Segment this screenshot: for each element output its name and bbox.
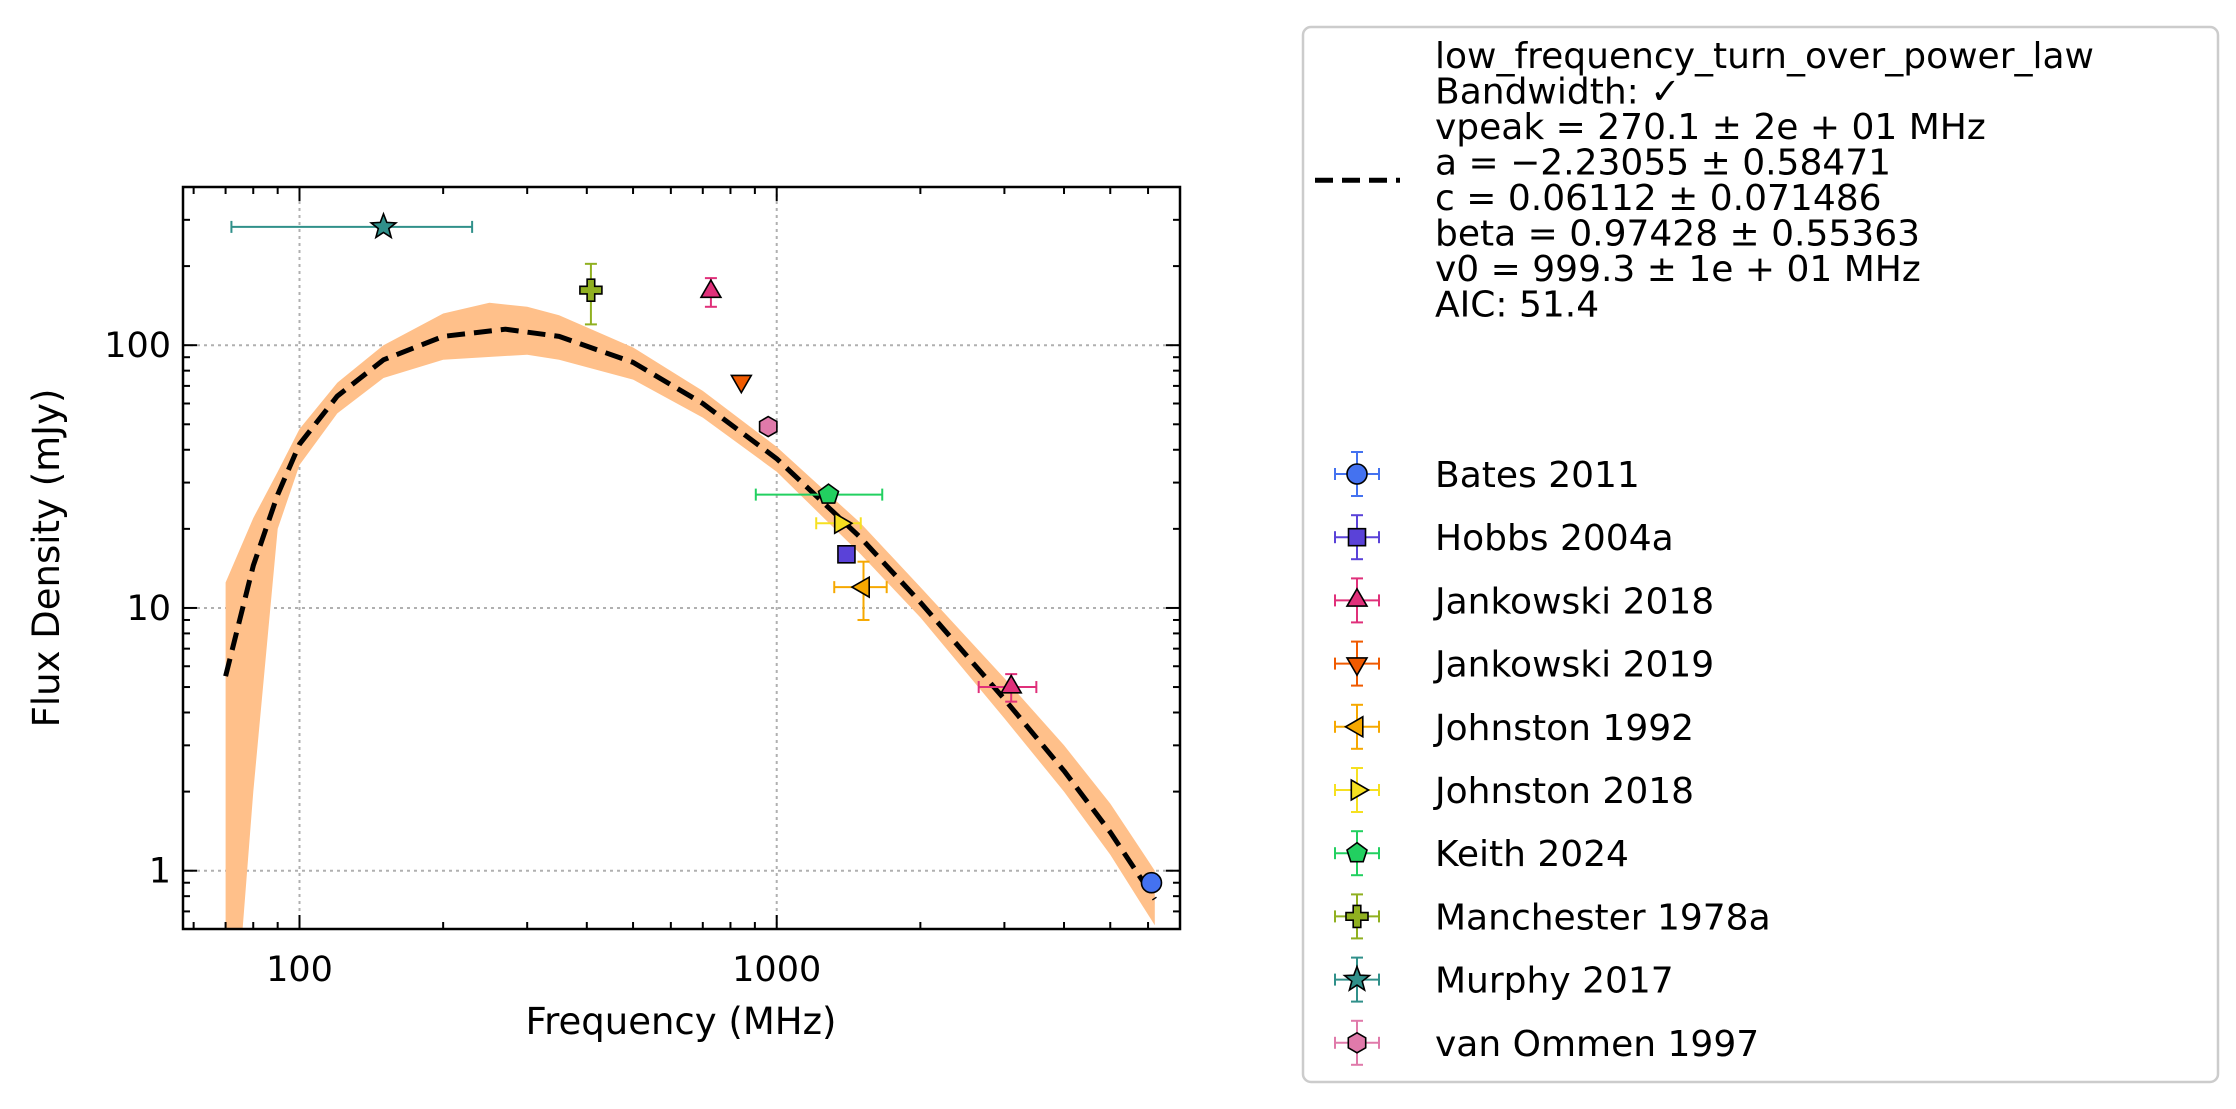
legend-label: van Ommen 1997 (1435, 1024, 1759, 1065)
series-2 (699, 277, 1038, 703)
legend-fit-label-line: low_frequency_turn_over_power_law (1435, 36, 2094, 77)
y-tick-label: 100 (104, 326, 171, 366)
data-point (1140, 871, 1163, 894)
series-3 (730, 374, 753, 395)
legend-entry: Hobbs 2004a (1334, 514, 1674, 561)
y-axis-title: Flux Density (mJy) (25, 389, 68, 728)
x-tick-label: 1000 (732, 950, 821, 990)
data-point (758, 415, 778, 438)
legend-fit-label-line: a = −2.23055 ± 0.58471 (1435, 143, 1891, 184)
data-points (230, 211, 1163, 894)
series-4 (833, 560, 888, 621)
plot-frame (181, 185, 1182, 931)
legend-entry: Jankowski 2019 (1334, 640, 1714, 687)
legend-marker (1345, 657, 1369, 677)
legend-marker (1343, 715, 1364, 739)
legend-entry: Keith 2024 (1334, 830, 1629, 877)
series-0 (1140, 871, 1163, 894)
legend-label: Bates 2011 (1435, 455, 1640, 496)
data-point (833, 511, 854, 535)
data-point (699, 278, 723, 299)
legend-fit-label-line: Bandwidth: ✓ (1435, 72, 1680, 113)
data-point (730, 374, 753, 395)
legend-entry: Manchester 1978a (1334, 893, 1771, 940)
legend-fit-label-line: v0 = 999.3 ± 1e + 01 MHz (1435, 249, 1921, 290)
legend: low_frequency_turn_over_power_lawBandwid… (1301, 25, 2220, 1084)
legend-entry: Johnston 1992 (1334, 703, 1694, 750)
axes: 100 1000 1 10 100 (104, 185, 1182, 990)
legend-marker (1347, 527, 1367, 547)
data-point (999, 673, 1023, 694)
series-9 (758, 415, 778, 438)
data-point (817, 483, 840, 504)
fit-curve-group (223, 326, 1157, 901)
legend-label: Manchester 1978a (1435, 897, 1771, 938)
legend-fit-label-line: beta = 0.97428 ± 0.55363 (1435, 214, 1920, 255)
legend-fit-label-line: AIC: 51.4 (1435, 285, 1599, 326)
data-point (850, 575, 870, 599)
x-tick-label: 100 (266, 950, 333, 990)
x-error-bar (230, 220, 474, 233)
series-7 (579, 262, 603, 326)
legend-label: Hobbs 2004a (1435, 518, 1674, 559)
legend-label: Jankowski 2019 (1433, 645, 1714, 686)
y-tick-label: 1 (149, 852, 171, 892)
legend-entry: Jankowski 2018 (1334, 577, 1714, 624)
grid-lines (183, 187, 1180, 929)
legend-label: Jankowski 2018 (1433, 581, 1714, 622)
legend-fit-label-line: c = 0.06112 ± 0.071486 (1435, 178, 1882, 219)
fit-curve (223, 326, 1157, 901)
legend-entry: Bates 2011 (1334, 451, 1640, 497)
data-point (579, 278, 603, 302)
legend-label: Keith 2024 (1435, 834, 1629, 875)
legend-box (1301, 25, 2220, 1084)
legend-fit-label-line: vpeak = 270.1 ± 2e + 01 MHz (1435, 107, 1986, 148)
legend-label: Murphy 2017 (1435, 961, 1674, 1002)
legend-marker (1345, 904, 1369, 929)
legend-marker (1350, 778, 1371, 802)
series-6 (754, 483, 884, 504)
x-axis-title: Frequency (MHz) (526, 1000, 837, 1043)
legend-marker (1345, 587, 1369, 607)
legend-marker (1347, 1031, 1367, 1054)
legend-marker (1346, 841, 1368, 863)
data-point (837, 545, 856, 564)
legend-entry: Johnston 2018 (1334, 767, 1694, 813)
series-8 (230, 211, 474, 240)
legend-marker (1342, 964, 1372, 992)
legend-label: Johnston 2018 (1433, 771, 1694, 812)
series-5 (815, 511, 862, 535)
series-1 (837, 545, 856, 564)
legend-entry: van Ommen 1997 (1334, 1019, 1759, 1066)
legend-marker (1346, 463, 1368, 485)
y-tick-label: 10 (126, 589, 171, 629)
data-point (369, 211, 399, 240)
legend-label: Johnston 1992 (1433, 708, 1694, 749)
legend-entry: Murphy 2017 (1334, 956, 1674, 1003)
